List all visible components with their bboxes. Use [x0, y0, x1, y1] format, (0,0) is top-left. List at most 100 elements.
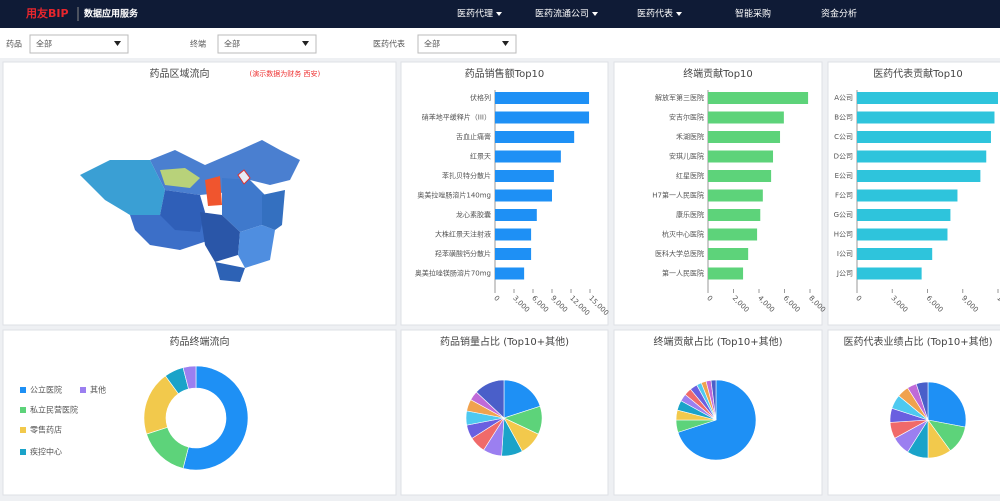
panel-title: 药品终端流向: [170, 335, 230, 348]
bar: [857, 131, 991, 143]
bar: [708, 92, 809, 104]
bar: [495, 92, 590, 104]
bar: [857, 209, 951, 221]
panel-title: 终端贡献占比 (Top10+其他): [654, 335, 783, 348]
panel-title: 药品销量占比 (Top10+其他): [440, 335, 569, 348]
panel-title: 医药代表贡献Top10: [873, 67, 963, 80]
filter-select[interactable]: [417, 34, 517, 54]
map-marker: [237, 169, 251, 185]
map-region: [160, 168, 200, 188]
filter-select[interactable]: [217, 34, 317, 54]
legend-swatch: [20, 407, 26, 413]
panel-subtitle: (演示数据为财务 西安): [250, 69, 321, 78]
filter-label: 药品: [6, 39, 22, 49]
y-tick-label: 龙心素胶囊: [456, 210, 491, 219]
bar: [708, 248, 749, 260]
y-tick-label: D公司: [834, 153, 853, 161]
filter-value: 全部: [424, 39, 440, 49]
nav-item[interactable]: 医药流通公司: [535, 8, 589, 20]
y-tick-label: 奥美拉唑肠溶片140mg: [417, 191, 491, 200]
y-tick-label: 硝苯地平缓释片（III）: [422, 113, 491, 122]
filter-arrow: [114, 41, 121, 46]
y-tick-label: 安琪儿医院: [669, 152, 704, 161]
map-region: [222, 178, 265, 232]
filter-select[interactable]: [29, 34, 129, 54]
y-tick-label: 苯扎贝特分散片: [442, 171, 491, 180]
y-tick-label: 第一人民医院: [662, 269, 704, 278]
bar: [495, 248, 532, 260]
panel-title: 药品销售额Top10: [465, 67, 545, 80]
y-tick-label: H7第一人民医院: [652, 191, 704, 200]
nav-arrow: [676, 12, 682, 16]
map-region: [262, 190, 285, 230]
filter-arrow: [502, 41, 509, 46]
y-tick-label: J公司: [836, 270, 853, 278]
x-tick-label: 0: [492, 294, 501, 303]
panel-title: 药品区域流向: [150, 67, 210, 80]
map-region: [215, 262, 245, 282]
y-tick-label: 羟苯磺酸钙分散片: [435, 249, 491, 258]
pie-slice: [503, 379, 541, 419]
bar: [708, 170, 772, 182]
legend-swatch: [20, 427, 26, 433]
bar: [857, 189, 958, 202]
bar: [857, 92, 998, 104]
bar: [495, 150, 561, 163]
pie-slice: [475, 379, 505, 419]
pie-slice: [710, 379, 717, 421]
legend-label: 零售药店: [30, 425, 62, 435]
panel-title: 医药代表业绩占比 (Top10+其他): [844, 335, 993, 348]
bar: [708, 111, 784, 124]
logo: 用友BIP: [26, 6, 69, 20]
y-tick-label: F公司: [835, 192, 853, 200]
legend-swatch: [80, 387, 86, 393]
pie-slice: [677, 379, 757, 461]
y-tick-label: 伏格列: [470, 93, 491, 102]
map-region: [200, 212, 240, 262]
bar: [708, 150, 774, 163]
x-tick-label: 0: [854, 294, 863, 303]
bar: [857, 111, 995, 124]
bar: [857, 248, 933, 260]
legend-label: 其他: [90, 385, 106, 395]
y-tick-label: 红星医院: [676, 171, 704, 180]
map-region: [205, 176, 222, 206]
y-tick-label: A公司: [834, 94, 853, 102]
pie-slice: [927, 381, 967, 428]
y-tick-label: 禾湖医院: [676, 132, 704, 141]
y-tick-label: I公司: [837, 250, 853, 258]
y-tick-label: 杭灭中心医院: [662, 230, 704, 239]
map: [80, 140, 300, 282]
bar: [495, 209, 537, 221]
nav-item[interactable]: 资金分析: [821, 8, 857, 20]
nav-item[interactable]: 智能采购: [735, 8, 771, 20]
legend-swatch: [20, 387, 26, 393]
filter-value: 全部: [224, 39, 240, 49]
bar: [708, 267, 744, 280]
legend-label: 私立民营医院: [30, 405, 78, 415]
pie-slice: [182, 365, 197, 390]
map-region: [80, 160, 165, 215]
y-tick-label: B公司: [834, 114, 853, 122]
bar: [708, 209, 761, 221]
filter-arrow: [302, 41, 309, 46]
y-tick-label: E公司: [835, 172, 853, 180]
legend-swatch: [20, 449, 26, 455]
y-tick-label: 解放军第三医院: [655, 93, 704, 102]
y-tick-label: 红景天: [470, 152, 491, 161]
map-region: [238, 225, 275, 268]
bar: [495, 189, 552, 202]
map-region: [160, 190, 205, 232]
bar: [708, 131, 781, 143]
nav-item[interactable]: 医药代表: [637, 8, 673, 20]
bar: [708, 189, 763, 202]
filter-value: 全部: [36, 39, 52, 49]
nav-item[interactable]: 医药代理: [457, 9, 493, 20]
legend-label: 公立医院: [30, 385, 62, 395]
bar: [495, 170, 554, 182]
y-tick-label: 康乐医院: [676, 210, 704, 219]
nav-arrow: [496, 12, 502, 16]
bar: [495, 228, 532, 241]
y-tick-label: 舌血止痛膏: [456, 132, 491, 141]
bar: [708, 228, 758, 241]
